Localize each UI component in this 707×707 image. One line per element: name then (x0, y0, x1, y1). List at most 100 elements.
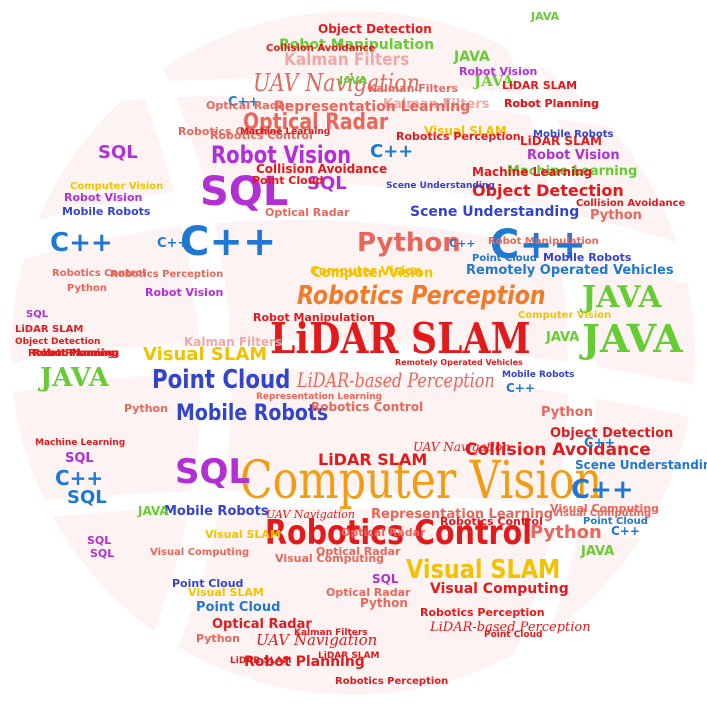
globe-band (30, 78, 680, 140)
word: Scene Understanding (410, 204, 580, 220)
word: JAVA (582, 316, 683, 361)
word: Robot Planning (504, 97, 599, 110)
word: Optical Radar (265, 206, 350, 219)
word: JAVA (138, 504, 169, 518)
word: Optical Radar (341, 526, 426, 539)
word: Point Cloud (172, 577, 244, 590)
word: Object Detection (550, 426, 674, 441)
word: SQL (98, 142, 138, 163)
word: Robotics Perception (110, 269, 224, 280)
word: Python (541, 405, 593, 420)
word: Robotics Perception (396, 130, 521, 143)
word: LiDAR-based Perception (430, 620, 591, 635)
word: Object Detection (15, 337, 101, 347)
word: SQL (90, 547, 115, 560)
word: Robot Planning (244, 654, 365, 670)
word: C++ (571, 475, 634, 505)
word: Kalman Filters (383, 97, 490, 112)
word: Kalman Filters (184, 335, 283, 349)
word: UAV Navigation (256, 631, 378, 649)
globe-band (11, 340, 695, 420)
word: C++ (228, 95, 260, 110)
word: Mobile Robots (543, 251, 632, 264)
word: Scene Understanding (386, 181, 495, 191)
word: SQL (87, 534, 112, 547)
word: UAV Navigation (413, 440, 511, 454)
word: Python (530, 522, 602, 543)
word: JAVA (531, 10, 560, 23)
globe-band (11, 183, 695, 290)
word: Kalman Filters (284, 50, 410, 70)
globe-meridian (500, 30, 597, 690)
word: JAVA (40, 363, 109, 393)
word: LiDAR SLAM (502, 79, 578, 92)
word: Robotics Perception (297, 281, 546, 311)
word: Computer Vision (70, 181, 164, 192)
word: UAV Navigation (253, 69, 420, 97)
word: Mobile Robots (502, 370, 575, 380)
word: Robotics Control (311, 400, 424, 414)
word: Visual Computing (275, 552, 385, 565)
word: Machine Learning (35, 438, 126, 448)
word: SQL (175, 452, 251, 492)
word: C++ (506, 381, 535, 395)
word: Point Cloud (152, 365, 291, 395)
word: Robot Vision (527, 148, 620, 163)
word: Machine Learning (240, 127, 331, 137)
word: Kalman Filters (368, 82, 459, 95)
word: SQL (200, 169, 289, 215)
word: C++ (611, 524, 640, 538)
word: Representation Learning (256, 392, 383, 402)
word: Robot Vision (211, 141, 352, 169)
word: Visual Computing (150, 547, 250, 558)
word: C++ (449, 237, 476, 250)
word: Optical Radar (243, 110, 389, 135)
word: Robot Planning (32, 348, 119, 359)
word: Computer Vision (240, 451, 603, 511)
word: LiDAR-based Perception (297, 368, 495, 392)
word: Computer Vision (518, 310, 612, 321)
word: Robot Manipulation (253, 311, 375, 324)
word: C++ (180, 219, 277, 265)
word: C++ (55, 466, 104, 490)
word: Visual SLAM (406, 555, 561, 585)
word: LiDAR SLAM (15, 324, 84, 335)
word: Robot Manipulation (488, 236, 599, 247)
word: C++ (584, 436, 616, 451)
word: Computer Vision (312, 266, 434, 281)
word: JAVA (582, 280, 662, 315)
word: Machine Learning (507, 164, 638, 179)
word: Machine Learning (472, 165, 593, 179)
word: Python (357, 228, 461, 258)
word: Visual SLAM (424, 124, 507, 138)
word: Robot Planning (28, 348, 115, 359)
word: LiDAR SLAM (318, 450, 428, 469)
word: SQL (67, 487, 107, 508)
word: LiDAR SLAM (270, 314, 531, 363)
word: Robot Planning (33, 348, 120, 359)
globe-meridian (120, 40, 233, 690)
word: Mobile Robots (176, 401, 329, 426)
word: Robot Planning (504, 97, 599, 110)
word: Robot Vision (64, 191, 143, 204)
word: Collision Avoidance (266, 43, 376, 54)
word: Scene Understanding (575, 458, 707, 472)
word: Robot Manipulation (279, 37, 435, 53)
word: Robot Planning (504, 97, 599, 110)
word: Robotics Control (210, 129, 313, 142)
word: Robotics Control (265, 513, 533, 553)
word: Visual Computing (552, 508, 652, 519)
word: Robot Vision (145, 286, 224, 299)
word: Optical Radar (326, 586, 411, 599)
word: Point Cloud (484, 630, 543, 640)
word: JAVA (581, 544, 615, 559)
word: Collision Avoidance (256, 162, 388, 176)
word: Representation Learning (274, 99, 471, 115)
word: Point Cloud (196, 600, 281, 615)
word: Point Cloud (252, 174, 324, 187)
word: JAVA (474, 72, 514, 90)
word: Optical Radar (212, 617, 312, 632)
word: Python (124, 402, 168, 415)
word: Collision Avoidance (576, 198, 686, 209)
